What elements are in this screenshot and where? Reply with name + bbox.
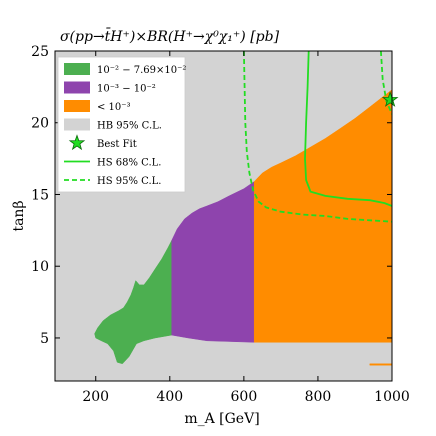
legend-label: < 10⁻³ [97,102,131,113]
legend-star-marker [68,134,86,151]
y-tick-label: 25 [31,44,49,60]
region-green [94,240,172,365]
legend-label: Best Fit [97,139,137,150]
y-tick-label: 5 [40,331,49,347]
x-axis-label: m_A [GeV] [184,411,259,427]
legend-label: 10⁻² − 7.69×10⁻² [97,65,186,76]
x-ticks: 200 400 600 800 1000 [82,51,410,405]
x-tick-label: 1000 [374,389,410,405]
contour-line-2 [380,51,392,115]
contour-line-0 [304,51,392,207]
legend-label: HS 68% C.L. [97,158,161,169]
best-fit-layer [381,91,399,107]
legend-swatch [64,63,90,75]
legend-label: HB 95% C.L. [97,121,162,132]
legend-swatch [64,81,90,94]
x-tick-label: 400 [156,389,183,405]
best-fit-star [381,91,399,107]
region-purple [171,181,255,343]
contour-line-1 [243,51,392,223]
legend: 10⁻² − 7.69×10⁻² 10⁻³ − 10⁻² < 10⁻³ HB 95% … [57,56,186,193]
legend-swatch [64,100,90,112]
x-tick-label: 200 [82,389,109,405]
plot-frame [54,50,393,382]
y-tick-label: 15 [31,187,49,203]
y-axis-label: tanβ [11,200,27,231]
legend-label: HS 95% C.L. [97,176,161,187]
lines-layer [243,51,392,223]
legend-swatch [64,118,90,131]
region-orange-sliver [369,363,392,366]
legend-label: 10⁻³ − 10⁻² [97,84,156,95]
y-ticks: 5 10 15 20 25 [31,44,392,347]
x-tick-label: 600 [231,389,258,405]
x-tick-label: 800 [305,389,332,405]
y-tick-label: 10 [31,259,49,275]
chart-title: σ(pp→t̄H⁺)×BR(H⁺→χ⁰χ₁⁺) [pb] [60,27,280,45]
y-tick-label: 20 [31,116,49,132]
